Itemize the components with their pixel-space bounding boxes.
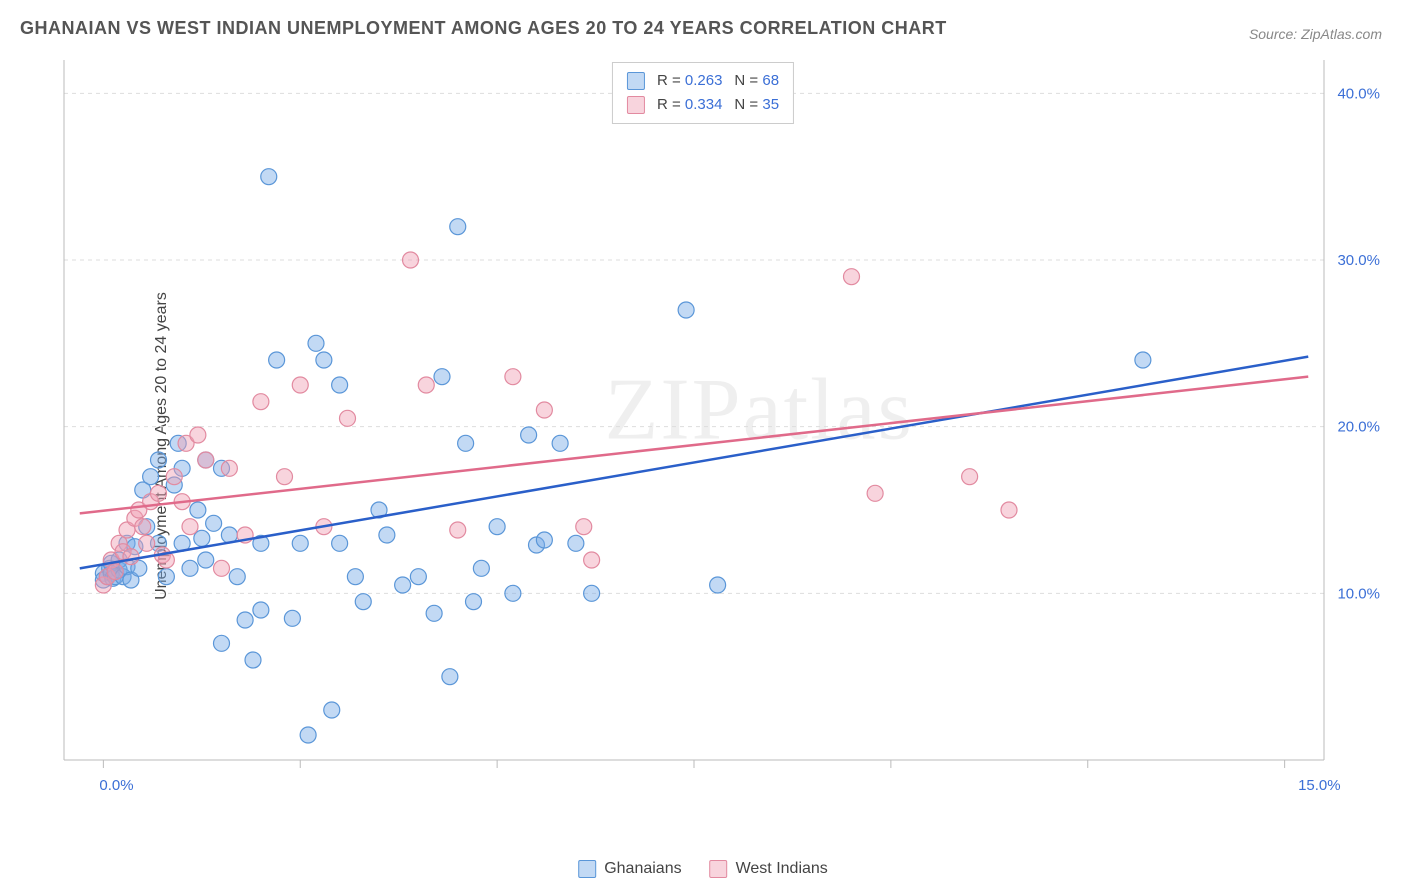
chart-container: GHANAIAN VS WEST INDIAN UNEMPLOYMENT AMO… bbox=[0, 0, 1406, 892]
svg-text:30.0%: 30.0% bbox=[1337, 252, 1380, 269]
svg-text:10.0%: 10.0% bbox=[1337, 585, 1380, 602]
legend-row-westindians: R = 0.334 N = 35 bbox=[627, 93, 779, 117]
legend-item-westindians: West Indians bbox=[710, 860, 828, 878]
chart-title: GHANAIAN VS WEST INDIAN UNEMPLOYMENT AMO… bbox=[20, 18, 947, 39]
legend-row-ghanaians: R = 0.263 N = 68 bbox=[627, 69, 779, 93]
svg-text:15.0%: 15.0% bbox=[1298, 777, 1341, 794]
swatch-westindians-bottom bbox=[710, 860, 728, 878]
correlation-legend: R = 0.263 N = 68 R = 0.334 N = 35 bbox=[612, 62, 794, 124]
swatch-ghanaians-bottom bbox=[578, 860, 596, 878]
n-label: N = bbox=[734, 72, 758, 89]
series-legend: Ghanaians West Indians bbox=[578, 860, 828, 878]
source-attribution: Source: ZipAtlas.com bbox=[1249, 26, 1382, 42]
svg-text:40.0%: 40.0% bbox=[1337, 85, 1380, 102]
r-label: R = bbox=[657, 96, 681, 113]
n-value-0: 68 bbox=[762, 72, 779, 89]
swatch-ghanaians bbox=[627, 72, 645, 90]
r-value-1: 0.334 bbox=[685, 96, 723, 113]
chart-svg: 10.0% 20.0% 30.0% 40.0% 0.0% 15.0% bbox=[54, 60, 1384, 800]
legend-item-ghanaians: Ghanaians bbox=[578, 860, 681, 878]
chart-plot-area: 10.0% 20.0% 30.0% 40.0% 0.0% 15.0% bbox=[54, 60, 1384, 800]
n-value-1: 35 bbox=[762, 96, 779, 113]
r-value-0: 0.263 bbox=[685, 72, 723, 89]
legend-label-0: Ghanaians bbox=[604, 860, 681, 878]
swatch-westindians bbox=[627, 96, 645, 114]
n-label: N = bbox=[734, 96, 758, 113]
svg-text:20.0%: 20.0% bbox=[1337, 419, 1380, 436]
svg-text:0.0%: 0.0% bbox=[99, 777, 133, 794]
r-label: R = bbox=[657, 72, 681, 89]
legend-label-1: West Indians bbox=[736, 860, 828, 878]
